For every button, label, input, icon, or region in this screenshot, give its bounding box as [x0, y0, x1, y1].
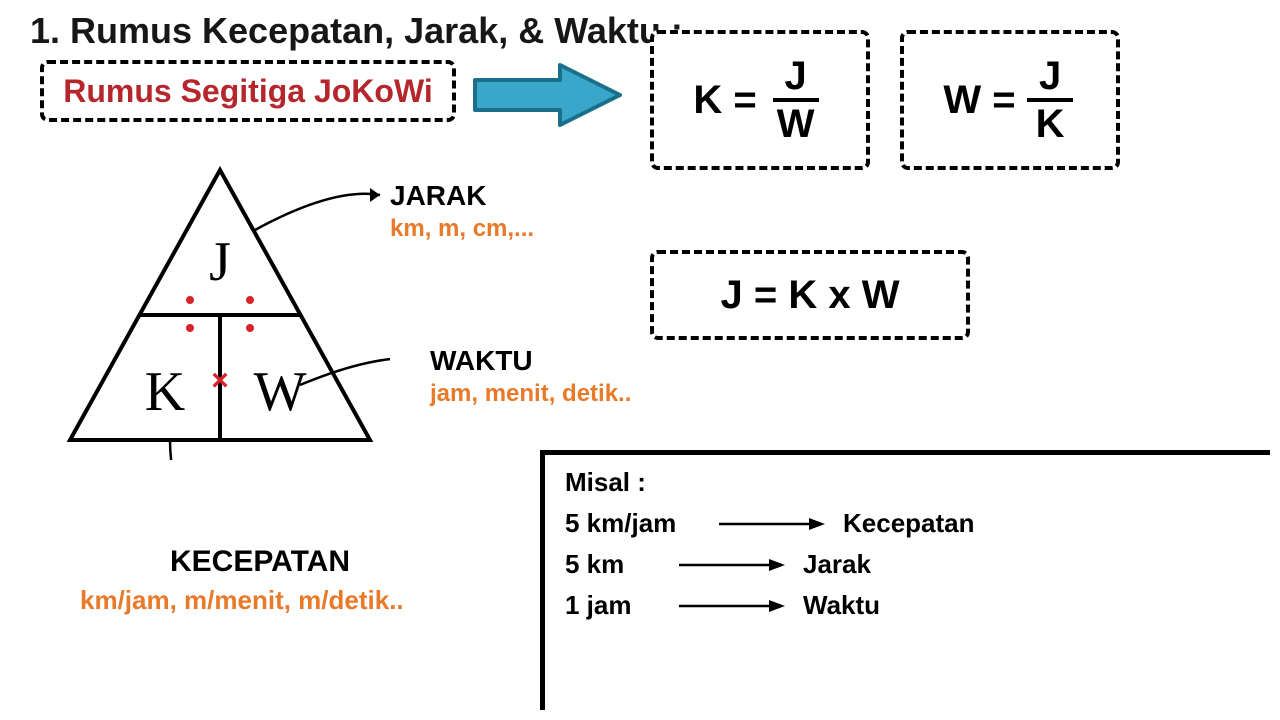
formula-w-den: K	[1024, 102, 1077, 146]
example-right: Waktu	[803, 590, 880, 621]
formula-w-num: J	[1027, 54, 1073, 102]
formula-k-box: K = J W	[650, 30, 870, 170]
label-kecepatan-title: KECEPATAN	[170, 545, 350, 579]
formula-j-text: J = K x W	[721, 273, 900, 318]
arrow-right-icon	[719, 514, 829, 534]
formula-w-lhs: W =	[943, 78, 1015, 123]
label-jarak-title: JARAK	[390, 180, 486, 212]
formula-j-box: J = K x W	[650, 250, 970, 340]
fraction-icon: J W	[765, 54, 827, 146]
example-row: 5 km/jam Kecepatan	[565, 508, 1250, 539]
svg-text:×: ×	[211, 364, 229, 397]
example-right: Kecepatan	[843, 508, 975, 539]
jokowi-label: Rumus Segitiga JoKoWi	[63, 73, 433, 110]
triangle-diagram: × J K W	[50, 160, 390, 465]
arrow-right-icon	[679, 555, 789, 575]
label-waktu-title: WAKTU	[430, 345, 533, 377]
svg-text:K: K	[145, 361, 185, 423]
example-heading: Misal :	[565, 467, 1250, 498]
formula-k-lhs: K =	[693, 78, 756, 123]
page-title: 1. Rumus Kecepatan, Jarak, & Waktu :	[30, 10, 683, 52]
svg-text:W: W	[254, 361, 307, 423]
fraction-icon: J K	[1024, 54, 1077, 146]
example-left: 5 km	[565, 549, 665, 580]
example-left: 5 km/jam	[565, 508, 705, 539]
example-box: Misal : 5 km/jam Kecepatan 5 km Jarak 1 …	[540, 450, 1270, 710]
formula-k-num: J	[773, 54, 819, 102]
arrow-right-icon	[679, 596, 789, 616]
example-row: 5 km Jarak	[565, 549, 1250, 580]
formula-w-box: W = J K	[900, 30, 1120, 170]
formula-k-den: W	[765, 102, 827, 146]
label-waktu-units: jam, menit, detik..	[430, 380, 631, 408]
svg-text:J: J	[209, 231, 231, 293]
jokowi-box: Rumus Segitiga JoKoWi	[40, 60, 456, 122]
label-kecepatan-units: km/jam, m/menit, m/detik..	[80, 585, 404, 616]
label-jarak-units: km, m, cm,...	[390, 215, 534, 243]
arrow-icon	[470, 55, 630, 140]
example-row: 1 jam Waktu	[565, 590, 1250, 621]
example-left: 1 jam	[565, 590, 665, 621]
example-right: Jarak	[803, 549, 871, 580]
